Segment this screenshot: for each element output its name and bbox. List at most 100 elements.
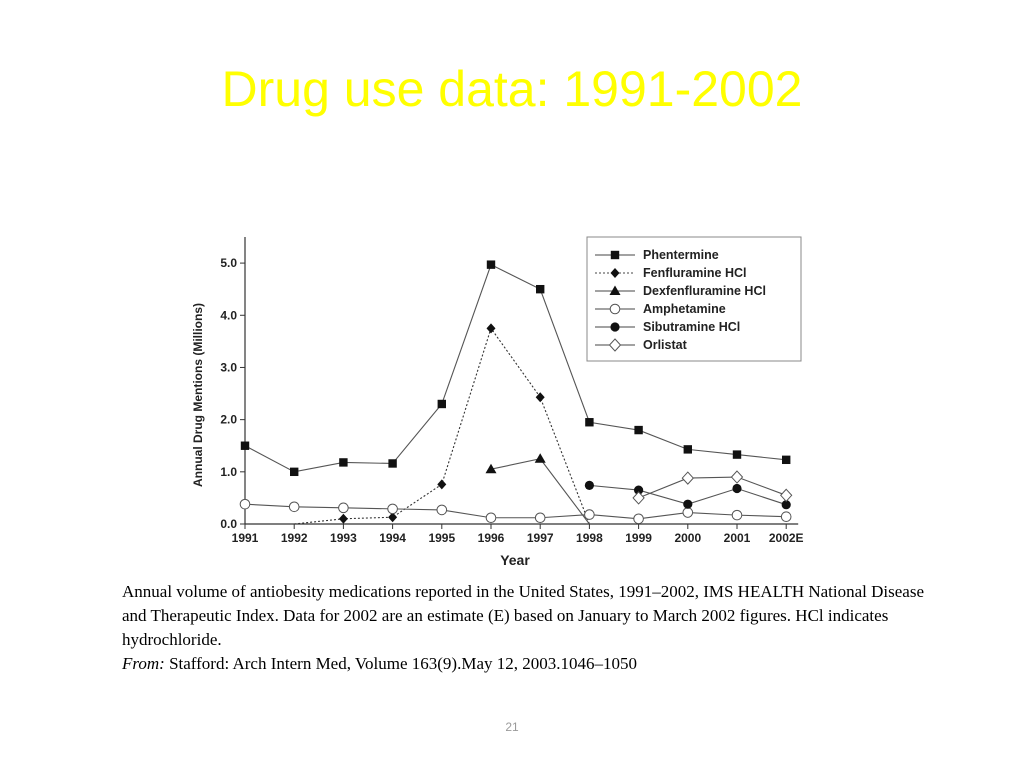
legend-entry: Orlistat (595, 338, 688, 352)
legend-entry: Sibutramine HCl (595, 320, 740, 334)
legend-label: Fenfluramine HCl (643, 266, 747, 280)
data-point (683, 499, 693, 509)
data-point (584, 509, 595, 520)
data-point (632, 491, 645, 505)
x-tick-label: 2001 (724, 531, 751, 545)
series-amphetamine (239, 498, 792, 525)
data-point (338, 513, 348, 524)
series-phentermine (240, 260, 791, 477)
data-point (437, 399, 446, 409)
data-point (240, 441, 250, 450)
slide-title: Drug use data: 1991-2002 (221, 61, 803, 117)
data-point (387, 503, 398, 515)
x-tick-label: 1992 (281, 531, 308, 545)
x-tick-label: 1997 (527, 531, 554, 545)
x-tick-label: 1994 (379, 531, 406, 545)
legend-box (586, 236, 802, 362)
series-orlistat (632, 470, 793, 505)
y-tick-label: 3.0 (220, 360, 237, 374)
legend-marker (609, 285, 621, 295)
data-point (780, 488, 793, 503)
legend-entry: Amphetamine (595, 302, 726, 316)
legend-label: Sibutramine HCl (643, 320, 740, 334)
y-tick-label: 1.0 (220, 465, 237, 479)
y-tick-label: 0.0 (220, 517, 237, 531)
series-line (294, 327, 590, 525)
data-point (584, 480, 594, 490)
data-point (732, 483, 742, 494)
page-number: 21 (505, 720, 519, 734)
series-dexfenfluramine-hcl (485, 453, 590, 525)
series-line (244, 503, 787, 520)
data-point (781, 500, 791, 510)
data-point (731, 509, 743, 521)
data-point (486, 260, 496, 269)
series-sibutramine-hcl (584, 480, 791, 510)
data-point (290, 467, 299, 477)
data-point (485, 463, 497, 474)
data-point (634, 485, 644, 495)
data-point (388, 512, 398, 523)
data-point (534, 453, 546, 463)
data-point (534, 512, 546, 524)
data-point (782, 455, 791, 465)
legend-entry: Dexfenfluramine HCl (595, 284, 766, 298)
data-point (681, 471, 694, 485)
legend-label: Amphetamine (643, 302, 726, 316)
data-point (239, 498, 251, 510)
data-point (682, 507, 694, 518)
data-point (485, 512, 497, 524)
data-point (388, 459, 397, 468)
legend-entry: Phentermine (595, 248, 719, 262)
series-line (244, 263, 787, 473)
y-tick-label: 5.0 (220, 256, 237, 270)
x-tick-label: 2000 (674, 531, 701, 545)
series-line (638, 476, 787, 499)
x-tick-label: 2002E (769, 531, 804, 545)
data-point (634, 425, 643, 435)
x-tick-label: 1996 (478, 531, 505, 545)
data-point (535, 392, 545, 403)
caption-text: Annual volume of antiobesity medications… (122, 582, 925, 649)
legend-marker (610, 250, 620, 260)
series-fenfluramine-hcl (294, 323, 590, 525)
y-tick-label: 4.0 (220, 308, 237, 322)
legend-marker (608, 338, 622, 352)
x-tick-label: 1998 (576, 531, 603, 545)
source-from-label: From: (122, 654, 165, 673)
data-point (436, 504, 448, 516)
legend-marker (610, 322, 620, 332)
y-tick-label: 2.0 (220, 413, 237, 427)
chart-legend: Phentermine Fenfluramine HCl Dexfenflurami… (586, 236, 802, 362)
data-point (730, 470, 744, 484)
x-axis-label: Year (500, 552, 530, 568)
data-point (536, 284, 545, 294)
legend-label: Phentermine (643, 248, 719, 262)
figure-caption: Annual volume of antiobesity medications… (122, 580, 952, 676)
data-point (288, 501, 300, 513)
data-point (732, 450, 742, 459)
chart-series (239, 260, 793, 525)
legend-marker (610, 268, 620, 278)
data-point (683, 445, 692, 454)
x-tick-label: 1993 (330, 531, 357, 545)
data-point (437, 479, 447, 490)
data-point (780, 511, 792, 522)
legend-entry: Fenfluramine HCl (595, 266, 747, 280)
source-citation: Stafford: Arch Intern Med, Volume 163(9)… (169, 654, 637, 673)
legend-label: Dexfenfluramine HCl (643, 284, 766, 298)
y-axis-label: Annual Drug Mentions (Millions) (191, 303, 205, 487)
x-tick-label: 1995 (428, 531, 455, 545)
x-tick-label: 1991 (232, 531, 259, 545)
data-point (486, 323, 496, 334)
caption-source: From: Stafford: Arch Intern Med, Volume … (122, 652, 952, 676)
legend-marker (609, 303, 621, 315)
data-point (338, 502, 349, 514)
x-tick-label: 1999 (625, 531, 652, 545)
line-chart: 0.0 1.0 2.0 3.0 4.0 5.0 1991 1992 1993 1994 1995 19… (191, 236, 804, 568)
data-point (339, 458, 348, 467)
data-point (633, 513, 644, 525)
data-point (585, 418, 594, 427)
chart-axes: 0.0 1.0 2.0 3.0 4.0 5.0 1991 1992 1993 1994 1995 19… (220, 237, 804, 545)
legend-label: Orlistat (643, 338, 688, 352)
